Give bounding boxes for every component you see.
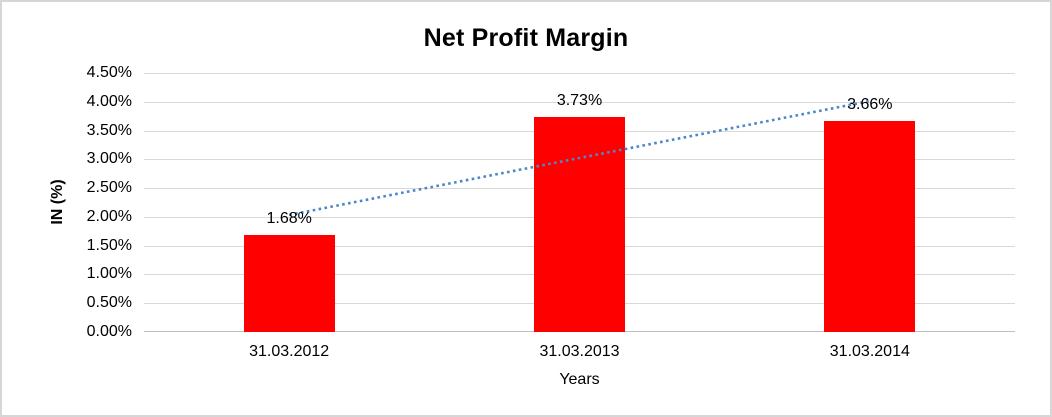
bar-31.03.2014 <box>824 121 916 332</box>
x-tick-label: 31.03.2013 <box>539 343 620 360</box>
bar-31.03.2012 <box>243 235 335 332</box>
x-axis-title: Years <box>559 371 600 388</box>
linear-trendline <box>288 99 871 217</box>
y-tick-label: 4.50% <box>86 64 132 81</box>
y-tick-label: 0.50% <box>86 294 132 312</box>
y-tick-label: 3.00% <box>86 150 132 168</box>
x-tick-label: 31.03.2012 <box>249 343 330 360</box>
plot-area <box>144 73 1015 332</box>
gridline <box>144 73 1015 74</box>
bar-data-label: 1.68% <box>266 210 312 228</box>
bar-data-label: 3.73% <box>556 92 603 110</box>
y-tick-label: 2.50% <box>86 179 132 197</box>
chart-title: Net Profit Margin <box>423 24 629 52</box>
trendline-segment <box>288 99 871 217</box>
y-tick-label: 1.00% <box>86 265 132 283</box>
y-tick-label: 0.00% <box>86 323 132 340</box>
y-tick-label: 4.00% <box>86 92 132 110</box>
y-tick-label: 1.50% <box>86 236 132 254</box>
x-tick-label: 31.03.2014 <box>829 343 910 360</box>
y-tick-label: 2.00% <box>86 207 132 225</box>
y-tick-label: 3.50% <box>86 121 132 139</box>
gridline <box>144 101 1015 103</box>
bar-data-label: 3.66% <box>847 96 893 114</box>
